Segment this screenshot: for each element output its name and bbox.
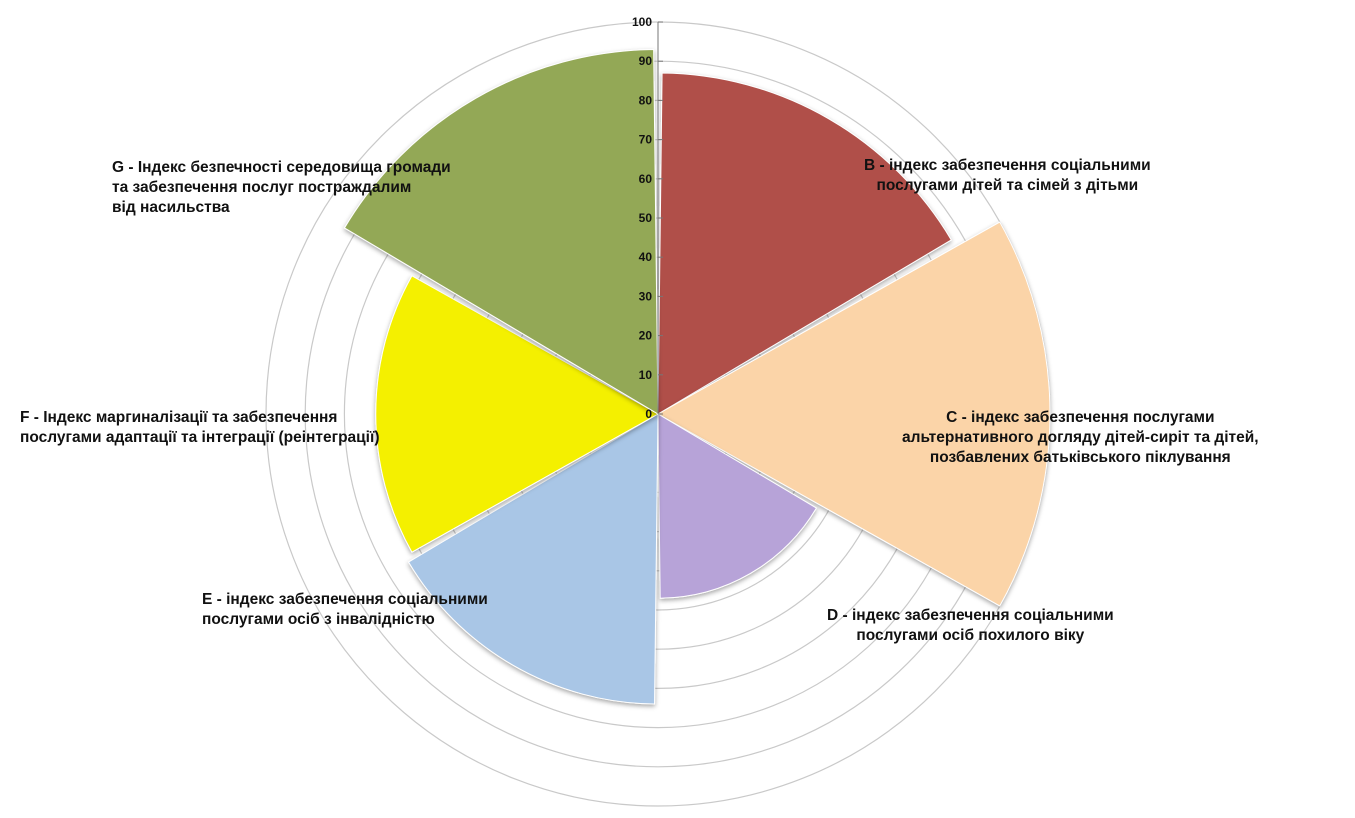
tick-label-50: 50 bbox=[639, 211, 653, 225]
sector-b bbox=[657, 72, 952, 415]
label-b: B - індекс забезпечення соціальними посл… bbox=[864, 157, 1151, 194]
sector-c bbox=[656, 221, 1051, 607]
sectors bbox=[343, 48, 1051, 705]
sector-d bbox=[657, 413, 818, 599]
tick-label-60: 60 bbox=[639, 172, 653, 186]
tick-label-40: 40 bbox=[639, 250, 653, 264]
tick-label-0: 0 bbox=[645, 407, 652, 421]
sector-f bbox=[375, 275, 660, 553]
tick-label-80: 80 bbox=[639, 93, 653, 107]
tick-label-10: 10 bbox=[639, 368, 653, 382]
tick-label-100: 100 bbox=[632, 15, 652, 29]
tick-label-20: 20 bbox=[639, 329, 653, 343]
sector-g bbox=[343, 48, 659, 415]
sector-e bbox=[407, 413, 659, 705]
label-g: G - Індекс безпечності середовища громад… bbox=[112, 159, 451, 216]
tick-label-30: 30 bbox=[639, 289, 653, 303]
label-e: E - індекс забезпечення соціальними посл… bbox=[202, 591, 488, 628]
label-c: С - індекс забезпечення послугами альтер… bbox=[902, 409, 1259, 466]
tick-label-70: 70 bbox=[639, 133, 653, 147]
label-d: D - індекс забезпечення соціальними посл… bbox=[827, 607, 1114, 644]
tick-label-90: 90 bbox=[639, 54, 653, 68]
label-f: F - Індекс маргиналізації та забезпеченн… bbox=[20, 409, 380, 446]
radial-axis: 0 10 20 30 40 50 60 70 80 90 100 bbox=[632, 15, 663, 421]
